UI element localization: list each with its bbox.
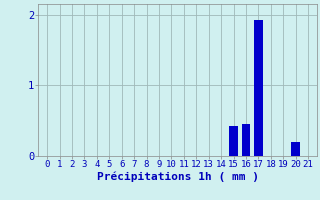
Bar [229, 126, 238, 156]
Bar [242, 124, 250, 156]
Bar [291, 142, 300, 156]
X-axis label: Précipitations 1h ( mm ): Précipitations 1h ( mm ) [97, 172, 259, 182]
Bar [254, 20, 263, 156]
